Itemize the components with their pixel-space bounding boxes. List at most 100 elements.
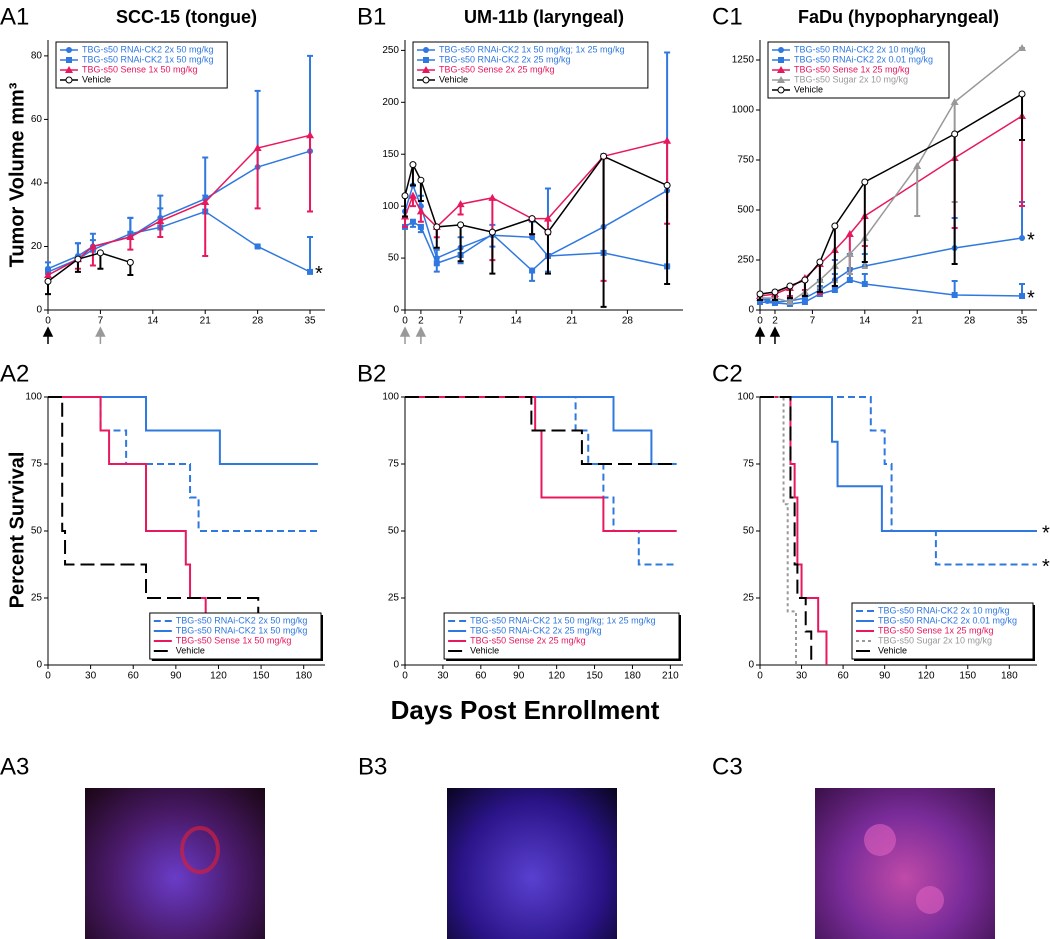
data-point [201, 198, 210, 205]
data-line [404, 140, 668, 228]
dose-arrow [95, 326, 106, 344]
survival-curve [760, 396, 798, 665]
data-point [845, 230, 854, 237]
micrograph [447, 788, 617, 939]
error-bar [861, 182, 868, 263]
data-point [529, 267, 536, 274]
error-bar [1019, 94, 1026, 141]
panel-label: B1 [357, 3, 386, 30]
x-tick-label: 120 [210, 671, 227, 682]
y-tick-label: 750 [737, 155, 754, 166]
legend-label: TBG-s50 RNAi-CK2 2x 25 mg/kg [470, 625, 602, 635]
data-point [433, 223, 441, 231]
data-point [254, 243, 261, 250]
legend-label: TBG-s50 RNAi-CK2 2x 0.01 mg/kg [878, 615, 1017, 625]
legend-label: TBG-s50 Sense 1x 50 mg/kg [82, 64, 198, 74]
data-point [1018, 44, 1027, 51]
error-bar [846, 254, 853, 275]
data-point [801, 299, 808, 305]
x-tick-label: 0 [757, 316, 763, 327]
y-tick-label: 20 [31, 241, 43, 252]
legend-label: TBG-s50 RNAi-CK2 1x 50 mg/kg; 1x 25 mg/k… [439, 44, 625, 54]
x-tick-label: 90 [170, 671, 182, 682]
data-point [816, 258, 824, 266]
data-point [417, 223, 424, 230]
data-point [408, 191, 417, 199]
y-tick-label: 50 [31, 526, 43, 537]
legend-label: TBG-s50 RNAi-CK2 1x 50 mg/kg [176, 625, 308, 635]
dose-arrow [399, 326, 411, 344]
x-tick-label: 0 [757, 671, 763, 682]
data-point [488, 228, 496, 236]
legend [149, 612, 322, 660]
x-tick-label: 120 [918, 671, 935, 682]
legend-label: TBG-s50 RNAi-CK2 2x 10 mg/kg [794, 44, 926, 54]
panel-label: A2 [0, 360, 29, 387]
data-point [771, 288, 779, 296]
chart-title: FaDu (hypopharyngeal) [798, 7, 999, 27]
panel-label: B2 [357, 360, 386, 387]
x-tick-label: 28 [964, 316, 976, 327]
data-line [47, 252, 131, 283]
micrograph-detail [180, 826, 220, 874]
y-tick-label: 0 [748, 305, 754, 316]
y-tick-label: 40 [31, 178, 43, 189]
survival-curve [760, 396, 1037, 566]
data-point [457, 221, 465, 229]
legend-label: TBG-s50 Sugar 2x 10 mg/kg [794, 74, 908, 84]
error-bar [664, 185, 671, 286]
data-point [861, 281, 868, 287]
data-line [759, 237, 1023, 303]
error-bar [600, 156, 607, 308]
legend-marker [777, 86, 785, 94]
data-point [488, 193, 497, 201]
legend-label: TBG-s50 Sense 1x 25 mg/kg [878, 625, 994, 635]
legend [412, 41, 649, 89]
data-line [404, 183, 668, 260]
data-point [409, 218, 416, 225]
chart-title: UM-11b (laryngeal) [464, 7, 624, 27]
data-point [785, 298, 794, 305]
legend [767, 41, 950, 99]
x-tick-label: 30 [437, 671, 449, 682]
data-point [801, 276, 809, 284]
error-bar [1019, 201, 1026, 238]
y-axis-label: Percent Survival [6, 452, 28, 609]
panel-label: C2 [712, 360, 743, 387]
data-point [416, 207, 425, 215]
error-bar [489, 232, 496, 275]
data-line [47, 210, 311, 273]
x-tick-label: 0 [402, 316, 408, 327]
legend-label: TBG-s50 Sense 2x 25 mg/kg [439, 64, 555, 74]
micrograph [85, 788, 265, 939]
y-tick-label: 80 [31, 51, 43, 62]
data-point [663, 136, 672, 144]
legend-marker [66, 47, 72, 53]
survival-curve [48, 396, 318, 465]
dose-arrow [769, 326, 781, 344]
x-tick-label: 28 [622, 316, 634, 327]
y-tick-label: 150 [382, 149, 399, 160]
y-tick-label: 75 [388, 459, 400, 470]
data-point [771, 300, 778, 306]
error-bar [202, 156, 209, 199]
y-tick-label: 250 [382, 45, 399, 56]
legend-label: TBG-s50 RNAi-CK2 2x 50 mg/kg [82, 44, 214, 54]
y-tick-label: 1250 [732, 55, 755, 66]
y-tick-label: 250 [737, 255, 754, 266]
data-point [1019, 293, 1026, 299]
x-tick-label: 35 [1016, 316, 1028, 327]
survival-curve [405, 396, 677, 566]
data-line [759, 93, 1023, 295]
panel-label: C1 [712, 3, 743, 30]
data-point [831, 222, 839, 230]
legend-label: Vehicle [878, 645, 907, 655]
data-point [74, 255, 82, 263]
y-tick-label: 75 [743, 459, 755, 470]
data-point [951, 130, 959, 138]
legend-label: TBG-s50 RNAi-CK2 2x 25 mg/kg [439, 54, 571, 64]
error-bar [89, 246, 96, 267]
x-tick-label: 7 [98, 316, 104, 327]
legend-marker [777, 66, 785, 73]
